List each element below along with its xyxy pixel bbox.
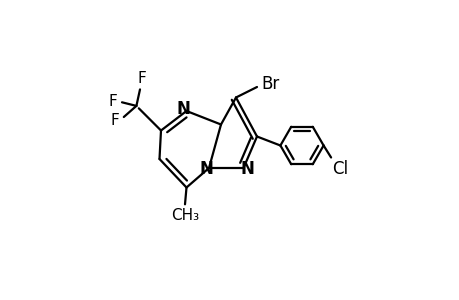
Text: CH₃: CH₃ [171, 208, 199, 223]
Text: N: N [176, 100, 190, 118]
Text: F: F [137, 71, 146, 86]
Text: N: N [240, 160, 253, 178]
Text: Cl: Cl [332, 160, 348, 178]
Text: F: F [108, 94, 117, 109]
Text: N: N [199, 160, 213, 178]
Text: Br: Br [261, 75, 279, 93]
Text: F: F [110, 112, 119, 128]
